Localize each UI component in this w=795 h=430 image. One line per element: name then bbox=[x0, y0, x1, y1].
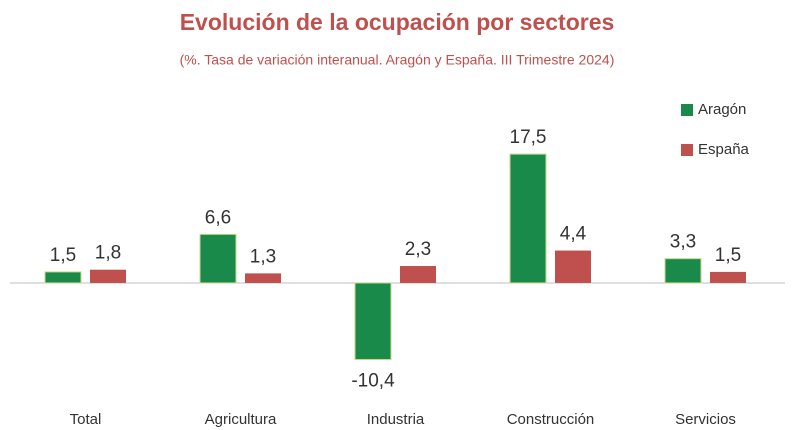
data-label: 2,3 bbox=[405, 239, 431, 260]
bar bbox=[509, 153, 547, 284]
legend-swatch bbox=[681, 144, 693, 156]
bar bbox=[199, 233, 237, 284]
bar bbox=[555, 250, 591, 283]
bar bbox=[354, 282, 392, 361]
legend-label: Aragón bbox=[698, 101, 746, 118]
x-tick-label: Agricultura bbox=[205, 411, 277, 428]
x-tick-label: Construcción bbox=[507, 411, 595, 428]
data-label: 1,5 bbox=[715, 245, 741, 266]
bar bbox=[400, 266, 436, 283]
legend-swatch bbox=[681, 104, 693, 116]
x-tick-label: Industria bbox=[367, 411, 425, 428]
chart-subtitle: (%. Tasa de variación interanual. Aragón… bbox=[180, 52, 615, 68]
data-label: 6,6 bbox=[205, 207, 231, 228]
chart-title: Evolución de la ocupación por sectores bbox=[180, 9, 615, 35]
bar bbox=[245, 273, 281, 283]
data-label: 4,4 bbox=[560, 224, 587, 245]
data-label: -10,4 bbox=[351, 371, 395, 392]
bar bbox=[90, 269, 126, 283]
data-label: 1,8 bbox=[95, 243, 121, 264]
legend-label: España bbox=[698, 141, 750, 158]
x-tick-label: Total bbox=[70, 411, 102, 428]
data-label: 17,5 bbox=[510, 127, 547, 148]
data-label: 3,3 bbox=[670, 232, 696, 253]
bar bbox=[44, 271, 82, 284]
bar bbox=[664, 258, 702, 284]
data-label: 1,5 bbox=[50, 245, 76, 266]
x-tick-label: Servicios bbox=[675, 411, 736, 428]
bar bbox=[710, 271, 746, 283]
data-label: 1,3 bbox=[250, 246, 276, 267]
